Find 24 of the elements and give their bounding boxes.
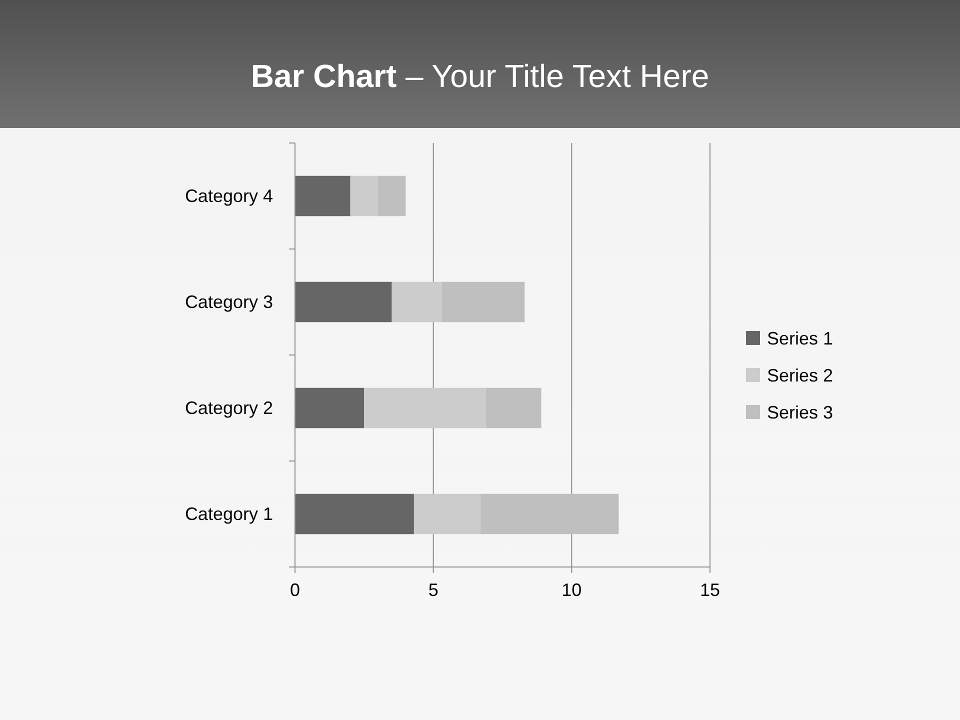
x-tick-label: 0 (290, 580, 300, 600)
y-tick-label: Category 2 (184, 398, 273, 418)
bar (486, 388, 542, 428)
x-tick-label: 10 (562, 580, 582, 600)
legend-label: Series 2 (767, 365, 834, 386)
y-tick-label: Category 4 (184, 186, 273, 206)
bar (378, 176, 406, 216)
bar (295, 388, 364, 428)
x-tick-label: 15 (700, 580, 720, 600)
x-tick-label: 5 (428, 580, 438, 600)
legend-label: Series 3 (767, 402, 834, 422)
bar (414, 494, 480, 534)
chart-title: Bar Chart – Your Title Text Here (250, 58, 710, 94)
y-tick-label: Category 1 (184, 504, 273, 524)
bar (442, 282, 525, 322)
bar (295, 176, 350, 216)
y-tick-label: Category 3 (184, 292, 273, 312)
bar (295, 494, 414, 534)
bar (480, 494, 619, 534)
legend-label: Series 1 (767, 328, 834, 348)
bar (364, 388, 486, 428)
bar (392, 282, 442, 322)
bar (295, 282, 392, 322)
bar (350, 176, 378, 216)
